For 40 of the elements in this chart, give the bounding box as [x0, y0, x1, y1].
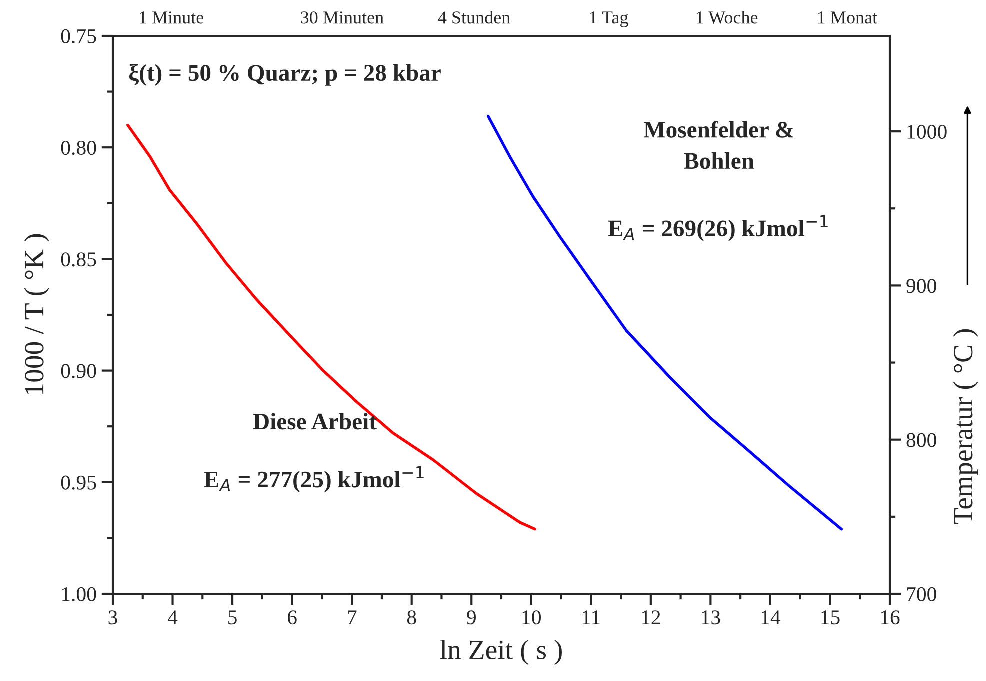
x-tick-label: 10 [522, 610, 542, 625]
x-tick-label: 6 [288, 610, 297, 625]
y-tick-label: 0.75 [61, 29, 96, 44]
x-tick-label: 8 [407, 610, 416, 625]
y2-tick-label: 700 [907, 587, 936, 602]
x-tick-label: 15 [822, 610, 840, 625]
text: 30 Minuten [301, 12, 384, 24]
x-tick-label: 16 [881, 610, 900, 625]
line-series [126, 124, 536, 531]
x-axis-title: ln Zeit ( s ) [440, 640, 562, 666]
y-tick-label: 0.80 [61, 140, 96, 156]
annotation: Diese Arbeit [253, 413, 377, 430]
y2-tick-label: 1000 [908, 124, 947, 139]
text: 4 Stunden [438, 11, 510, 24]
x-tick-label: 4 [168, 610, 178, 624]
y-tick-label: 0.90 [61, 364, 96, 378]
text: 1 Monat [818, 12, 878, 24]
y-axis-title: 1000 / T ( °K ) [24, 234, 50, 394]
y-tick-label: 0.95 [61, 476, 96, 490]
annotation: Mosenfelder & Bohlen [644, 121, 794, 170]
y2-tick-label: 800 [906, 433, 936, 448]
y-tick-label: 1.00 [62, 587, 96, 602]
annotation: ξ(t) = 50 % Quarz; p = 28 kbar [129, 64, 441, 86]
y2-tick-label: 900 [906, 279, 936, 294]
x-tick-label: 3 [108, 610, 118, 625]
x-tick-label: 12 [642, 610, 660, 624]
x-tick-label: 7 [348, 610, 357, 624]
y2-axis-title: Temperatur ( °C ) [953, 330, 978, 524]
annotation: E$_{A}$ = 277(25) kJmol$^{−1}$ [204, 466, 424, 493]
x-tick-label: 13 [702, 610, 720, 625]
annotation: E$_{A}$ = 269(26) kJmol$^{−1}$ [608, 215, 828, 242]
x-tick-label: 9 [467, 610, 476, 625]
x-tick-label: 14 [762, 610, 781, 624]
x-tick-label: 5 [228, 610, 237, 625]
text: 1 Minute [140, 12, 204, 24]
line-series [486, 114, 843, 531]
x-tick-label: 11 [582, 610, 600, 624]
y-tick-label: 0.85 [61, 252, 96, 267]
text: 1 Woche [696, 11, 758, 24]
text: 1 Tag [590, 12, 628, 28]
